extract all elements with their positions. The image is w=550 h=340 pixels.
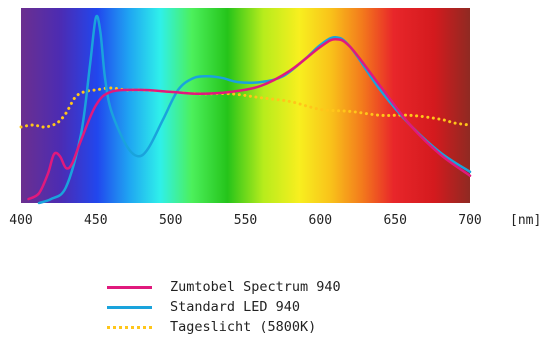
series-line-0 xyxy=(27,37,472,201)
legend-item-daylight: Tageslicht (5800K) xyxy=(107,317,341,337)
spectrum-chart: 400 450 500 550 600 650 700 [nm] xyxy=(9,8,541,228)
x-axis-ticks: 400 450 500 550 600 650 700 xyxy=(9,213,481,228)
spectrum-background xyxy=(21,8,470,203)
x-axis-unit-label: [nm] xyxy=(510,213,541,228)
legend-item-standard-led: Standard LED 940 xyxy=(107,297,341,317)
x-tick-label: 400 xyxy=(9,213,32,228)
legend: Zumtobel Spectrum 940 Standard LED 940 T… xyxy=(107,277,341,337)
legend-swatch-zumtobel xyxy=(107,285,152,289)
legend-swatch-daylight xyxy=(107,325,152,329)
legend-swatch-standard-led xyxy=(107,305,152,309)
x-tick-label: 500 xyxy=(159,213,182,228)
legend-label-standard-led: Standard LED 940 xyxy=(170,299,301,315)
legend-item-zumtobel: Zumtobel Spectrum 940 xyxy=(107,277,341,297)
legend-label-zumtobel: Zumtobel Spectrum 940 xyxy=(170,279,341,295)
x-tick-label: 550 xyxy=(234,213,257,228)
legend-label-daylight: Tageslicht (5800K) xyxy=(170,319,317,335)
series-layer xyxy=(19,14,472,205)
series-line-2 xyxy=(19,86,472,129)
x-tick-label: 450 xyxy=(84,213,107,228)
x-tick-label: 700 xyxy=(458,213,481,228)
x-tick-label: 600 xyxy=(309,213,332,228)
x-tick-label: 650 xyxy=(383,213,406,228)
